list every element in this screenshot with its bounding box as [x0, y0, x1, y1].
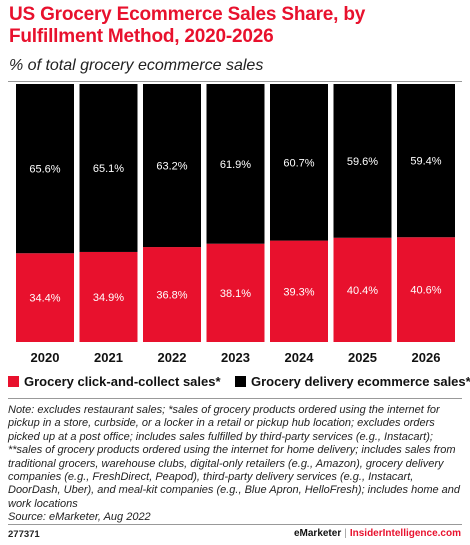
bar-segment-click-and-collect-2022: [143, 247, 201, 342]
bar-segment-delivery-2020: [16, 84, 74, 254]
chart-title: US Grocery Ecommerce Sales Share, by Ful…: [9, 4, 366, 47]
bottom-divider: [8, 524, 462, 525]
legend-item-delivery: Grocery delivery ecommerce sales**: [235, 374, 470, 389]
data-label: 38.1%: [220, 288, 251, 300]
data-label: 59.6%: [347, 156, 378, 168]
x-tick-label: 2023: [221, 350, 250, 365]
legend: Grocery click-and-collect sales* Grocery…: [8, 374, 470, 392]
bar-segment-delivery-2025: [333, 84, 392, 238]
bar-segment-click-and-collect-2024: [270, 240, 328, 342]
data-label: 65.6%: [29, 164, 60, 176]
brand-insiderintelligence: InsiderIntelligence.com: [349, 528, 461, 539]
data-label: 63.2%: [156, 161, 187, 173]
x-tick-label: 2020: [31, 350, 60, 365]
data-label: 40.6%: [410, 285, 441, 297]
x-tick-labels-group: 2020 2021 2022 2023 2024 2025 2026: [31, 350, 441, 365]
x-tick-label: 2025: [348, 350, 377, 365]
bar-segment-delivery-2021: [79, 84, 138, 252]
source-text: Source: eMarketer, Aug 2022: [8, 511, 151, 524]
bar-segment-click-and-collect-2026: [397, 237, 455, 342]
data-label: 60.7%: [283, 157, 314, 169]
bar-segment-delivery-2022: [143, 84, 201, 248]
bar-segment-delivery-2026: [397, 84, 455, 238]
legend-label: Grocery delivery ecommerce sales**: [251, 374, 470, 389]
data-label: 61.9%: [220, 159, 251, 171]
brand-separator: |: [344, 528, 347, 539]
legend-swatch-red: [8, 376, 19, 387]
bar-segment-delivery-2024: [270, 84, 328, 241]
data-label: 65.1%: [93, 163, 124, 175]
middle-divider: [8, 398, 462, 399]
footer-brand: eMarketer | InsiderIntelligence.com: [294, 528, 461, 539]
value-labels-group: 34.4% 65.6% 34.9% 65.1% 36.8% 63.2% 38.1% 61.9%…: [29, 156, 441, 305]
top-divider: [8, 81, 462, 82]
bar-segment-click-and-collect-2023: [206, 243, 265, 342]
brand-emarketer: eMarketer: [293, 528, 342, 539]
data-label: 40.4%: [347, 285, 378, 297]
data-label: 59.4%: [410, 156, 441, 168]
data-label: 34.4%: [29, 293, 60, 305]
x-tick-label: 2021: [94, 350, 123, 365]
x-tick-label: 2022: [158, 350, 187, 365]
data-label: 34.9%: [93, 292, 124, 304]
bar-segment-click-and-collect-2020: [16, 253, 74, 342]
bars-group: [16, 84, 455, 342]
stacked-bar-chart: 34.4% 65.6% 34.9% 65.1% 36.8% 63.2% 38.1% 61.9%…: [16, 84, 455, 365]
legend-label: Grocery click-and-collect sales*: [24, 374, 221, 389]
chart-notes: Note: excludes restaurant sales; *sales …: [8, 404, 464, 525]
note-text: Note: excludes restaurant sales; *sales …: [8, 404, 461, 510]
x-tick-label: 2026: [412, 350, 441, 365]
legend-item-click-and-collect: Grocery click-and-collect sales*: [8, 374, 221, 389]
legend-swatch-black: [235, 376, 246, 387]
bar-segment-click-and-collect-2025: [333, 237, 392, 342]
bar-segment-click-and-collect-2021: [79, 251, 138, 342]
chart-subtitle: % of total grocery ecommerce sales: [9, 57, 264, 74]
data-label: 39.3%: [283, 286, 314, 298]
bar-segment-delivery-2023: [206, 84, 265, 244]
x-tick-label: 2024: [285, 350, 315, 365]
data-label: 36.8%: [156, 290, 187, 302]
chart-id: 277371: [8, 529, 40, 540]
